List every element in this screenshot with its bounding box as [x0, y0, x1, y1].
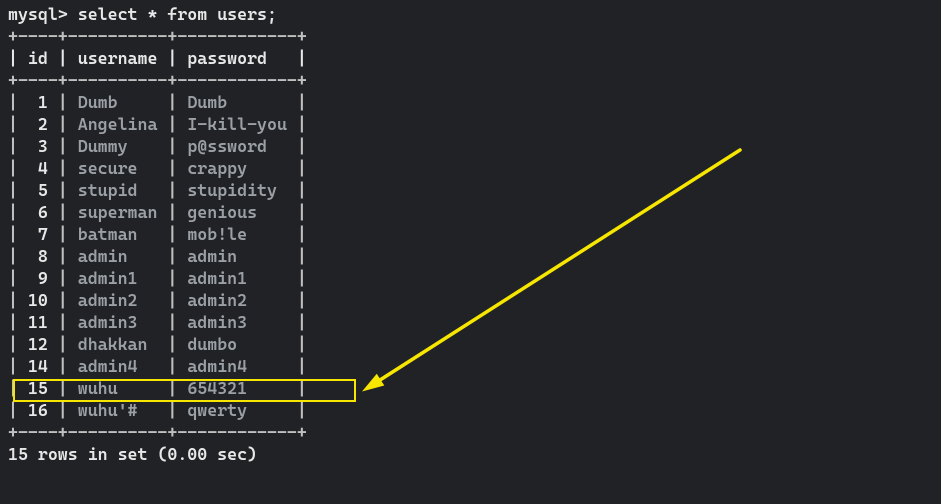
result-summary: 15 rows in set (0.00 sec)	[8, 446, 933, 468]
table-row: | 14 | admin4 | admin4 |	[8, 358, 933, 380]
table-row: | 2 | Angelina | I-kill-you |	[8, 116, 933, 138]
table-row: | 3 | Dummy | p@ssword |	[8, 138, 933, 160]
table-row: | 5 | stupid | stupidity |	[8, 182, 933, 204]
mysql-prompt: mysql>	[8, 4, 68, 24]
table-separator: +----+----------+------------+	[8, 72, 933, 94]
terminal-output: mysql> select * from users;+----+-------…	[0, 0, 941, 474]
table-header: | id | username | password |	[8, 50, 933, 72]
table-row: | 16 | wuhu'# | qwerty |	[8, 402, 933, 424]
table-row: | 1 | Dumb | Dumb |	[8, 94, 933, 116]
table-row: | 12 | dhakkan | dumbo |	[8, 336, 933, 358]
table-row: | 4 | secure | crappy |	[8, 160, 933, 182]
table-row: | 15 | wuhu | 654321 |	[8, 380, 933, 402]
table-row: | 11 | admin3 | admin3 |	[8, 314, 933, 336]
prompt-line: mysql> select * from users;	[8, 6, 933, 28]
sql-command: select * from users;	[78, 4, 277, 24]
table-row: | 8 | admin | admin |	[8, 248, 933, 270]
table-row: | 7 | batman | mob!le |	[8, 226, 933, 248]
table-separator: +----+----------+------------+	[8, 28, 933, 50]
table-row: | 6 | superman | genious |	[8, 204, 933, 226]
table-row: | 10 | admin2 | admin2 |	[8, 292, 933, 314]
table-row: | 9 | admin1 | admin1 |	[8, 270, 933, 292]
table-separator: +----+----------+------------+	[8, 424, 933, 446]
